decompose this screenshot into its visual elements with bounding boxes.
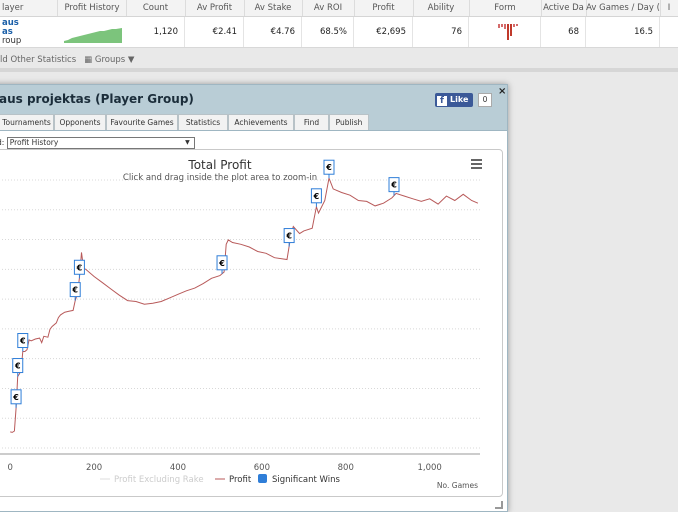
euro-icon: € bbox=[218, 259, 225, 268]
x-tick-label: 0 bbox=[7, 463, 12, 473]
header-player[interactable]: layer bbox=[0, 0, 58, 16]
facebook-like-button[interactable]: f Like bbox=[435, 93, 474, 107]
x-tick-label: 1,000 bbox=[417, 463, 441, 473]
cell-count: 1,120 bbox=[126, 17, 185, 47]
x-tick-label: 200 bbox=[86, 463, 102, 473]
significant-win-flag bbox=[12, 358, 24, 374]
euro-icon: € bbox=[390, 181, 397, 190]
like-count: 0 bbox=[478, 93, 492, 107]
profit-history-sparkline[interactable] bbox=[64, 28, 122, 43]
period-select-label: d: bbox=[0, 138, 5, 147]
divider bbox=[0, 68, 678, 72]
tab-find[interactable]: Find bbox=[294, 114, 329, 130]
significant-win-flag bbox=[69, 282, 81, 298]
hamburger-menu-icon[interactable] bbox=[471, 159, 482, 169]
tab-statistics[interactable]: Statistics bbox=[178, 114, 228, 130]
header-active-days[interactable]: Active Da bbox=[541, 0, 587, 16]
form-bar-icon bbox=[498, 24, 518, 40]
x-tick-label: 400 bbox=[170, 463, 186, 473]
player-name-line2[interactable]: as bbox=[2, 27, 13, 37]
euro-icon: € bbox=[285, 232, 292, 241]
header-extra[interactable]: I bbox=[667, 3, 671, 13]
euro-icon: € bbox=[14, 362, 21, 371]
x-axis-label: No. Games bbox=[437, 481, 478, 490]
header-av-roi[interactable]: Av ROI bbox=[302, 0, 355, 16]
euro-icon: € bbox=[313, 192, 320, 201]
x-tick-label: 800 bbox=[338, 463, 354, 473]
significant-win-flag bbox=[17, 333, 29, 349]
cell-active-days: 68 bbox=[541, 17, 586, 47]
groups-icon: ▦ bbox=[84, 55, 93, 65]
cell-form bbox=[469, 17, 541, 47]
significant-win-flag bbox=[310, 188, 322, 204]
total-profit-chart-container[interactable]: Total Profit Click and drag inside the pl… bbox=[0, 149, 503, 497]
tab-publish[interactable]: Publish bbox=[329, 114, 369, 130]
euro-icon: € bbox=[76, 263, 83, 272]
tab-achievements[interactable]: Achievements bbox=[228, 114, 294, 130]
euro-icon: € bbox=[19, 337, 26, 346]
player-name-link[interactable]: aus as roup bbox=[2, 19, 21, 46]
significant-win-flag bbox=[388, 177, 400, 193]
legend-item-profit[interactable]: Profit bbox=[229, 475, 252, 485]
euro-icon: € bbox=[71, 286, 78, 295]
header-av-stake[interactable]: Av Stake bbox=[244, 0, 303, 16]
legend-item-significant-wins[interactable]: Significant Wins bbox=[272, 475, 341, 485]
stats-table: layer Profit History Count Av Profit Av … bbox=[0, 0, 678, 48]
cell-av-stake: €4.76 bbox=[244, 17, 302, 47]
cell-av-profit: €2.41 bbox=[185, 17, 244, 47]
significant-win-flag bbox=[73, 259, 85, 275]
header-form[interactable]: Form bbox=[469, 0, 542, 16]
significant-win-flag bbox=[216, 255, 228, 271]
table-toolbar: ld Other Statistics ▦ Groups ▼ bbox=[0, 52, 134, 68]
period-select[interactable]: Profit History ▼ bbox=[6, 137, 195, 149]
period-select-value: Profit History bbox=[9, 138, 59, 147]
header-count[interactable]: Count bbox=[126, 0, 186, 16]
period-select-row: d: Profit History ▼ bbox=[0, 137, 195, 149]
legend-item-excl-rake[interactable]: Profit Excluding Rake bbox=[114, 475, 204, 485]
dialog-title: aus projektas (Player Group) bbox=[0, 92, 194, 106]
header-av-games-day[interactable]: Av Games / Day ( bbox=[586, 0, 661, 16]
player-group-label: roup bbox=[2, 36, 22, 46]
tab-opponents[interactable]: Opponents bbox=[54, 114, 106, 130]
significant-win-flag bbox=[323, 159, 335, 175]
euro-icon: € bbox=[12, 393, 19, 402]
euro-icon: € bbox=[325, 163, 332, 172]
dialog-header: aus projektas (Player Group) f Like 0 × bbox=[0, 85, 507, 115]
tab-favourite-games[interactable]: Favourite Games bbox=[106, 114, 178, 130]
other-statistics-link[interactable]: ld Other Statistics bbox=[0, 55, 77, 65]
header-ability[interactable]: Ability bbox=[413, 0, 470, 16]
resize-handle[interactable] bbox=[495, 501, 503, 509]
cell-av-roi: 68.5% bbox=[302, 17, 354, 47]
significant-win-flag bbox=[283, 228, 295, 244]
dialog-tabs: Tournaments Opponents Favourite Games St… bbox=[0, 114, 507, 131]
chevron-down-icon: ▼ bbox=[185, 139, 190, 146]
significant-win-flag bbox=[10, 389, 22, 405]
facebook-icon: f bbox=[437, 96, 447, 106]
table-header: layer Profit History Count Av Profit Av … bbox=[0, 0, 678, 17]
header-profit-history[interactable]: Profit History bbox=[58, 0, 127, 16]
header-profit[interactable]: Profit bbox=[354, 0, 414, 16]
cell-ability: 76 bbox=[413, 17, 469, 47]
close-icon[interactable]: × bbox=[498, 86, 507, 97]
tab-divider bbox=[0, 130, 507, 131]
tab-tournaments[interactable]: Tournaments bbox=[0, 114, 54, 130]
player-name-line1[interactable]: aus bbox=[2, 18, 19, 28]
header-av-profit[interactable]: Av Profit bbox=[185, 0, 245, 16]
x-tick-label: 600 bbox=[254, 463, 270, 473]
cell-av-games-day: 16.5 bbox=[586, 17, 660, 47]
chart-title: Total Profit bbox=[187, 158, 251, 172]
player-group-dialog: aus projektas (Player Group) f Like 0 × T… bbox=[0, 84, 508, 512]
chart-subtitle: Click and drag inside the plot area to z… bbox=[123, 173, 317, 183]
profit-series-line bbox=[10, 176, 479, 433]
groups-dropdown[interactable]: Groups ▼ bbox=[94, 55, 135, 65]
cell-profit: €2,695 bbox=[354, 17, 413, 47]
legend-swatch-significant-wins bbox=[258, 474, 267, 483]
like-label: Like bbox=[450, 95, 469, 104]
